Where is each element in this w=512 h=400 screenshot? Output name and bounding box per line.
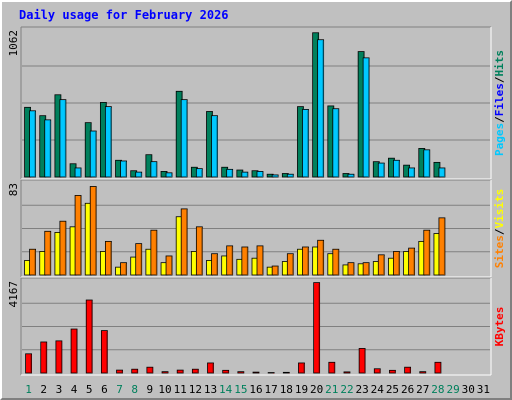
day-label-11: 11	[174, 383, 187, 396]
bar-kbytes-10	[161, 371, 169, 374]
bar-kbytes-22	[343, 371, 351, 374]
day-label-18: 18	[280, 383, 293, 396]
legend-pages: Pages	[493, 123, 506, 156]
y-max-label: 83	[7, 183, 20, 196]
legend-text: KBytes	[493, 307, 506, 347]
day-label-21: 21	[325, 383, 338, 396]
day-label-2: 2	[40, 383, 47, 396]
day-label-22: 22	[340, 383, 353, 396]
day-label-31: 31	[477, 383, 490, 396]
y-max-label: 1062	[7, 30, 20, 57]
day-label-16: 16	[249, 383, 262, 396]
legend-sites: Sites	[493, 235, 506, 268]
legend-visits: Visits	[493, 189, 506, 229]
bar-kbytes-27	[419, 371, 427, 374]
day-label-3: 3	[56, 383, 63, 396]
bar-kbytes-16	[252, 371, 260, 374]
day-label-15: 15	[234, 383, 247, 396]
day-label-29: 29	[446, 383, 459, 396]
legend-text: Pages/Files/Hits	[493, 50, 506, 156]
day-label-9: 9	[147, 383, 154, 396]
day-label-28: 28	[431, 383, 444, 396]
legend-: /	[493, 228, 506, 235]
chart-title: Daily usage for February 2026	[19, 8, 229, 22]
legend-text: Sites/Visits	[493, 189, 506, 269]
legend-: /	[493, 116, 506, 123]
day-label-10: 10	[158, 383, 171, 396]
legend-kbytes: KBytes	[493, 307, 506, 347]
day-label-23: 23	[356, 383, 369, 396]
day-label-7: 7	[116, 383, 123, 396]
day-label-4: 4	[71, 383, 78, 396]
day-label-8: 8	[131, 383, 138, 396]
legend-: /	[493, 76, 506, 83]
day-label-19: 19	[295, 383, 308, 396]
day-label-30: 30	[462, 383, 475, 396]
day-label-13: 13	[204, 383, 217, 396]
day-label-6: 6	[101, 383, 108, 396]
bar-kbytes-15	[237, 371, 245, 374]
day-label-24: 24	[371, 383, 385, 396]
day-label-12: 12	[189, 383, 202, 396]
y-max-label: 4167	[7, 281, 20, 308]
visits-sites-panel: 83 Sites/Visits	[7, 179, 506, 278]
day-label-1: 1	[25, 383, 32, 396]
day-label-5: 5	[86, 383, 93, 396]
legend-hits: Hits	[493, 50, 506, 77]
day-label-17: 17	[265, 383, 278, 396]
legend-files: Files	[493, 83, 506, 116]
day-label-20: 20	[310, 383, 323, 396]
day-label-26: 26	[401, 383, 414, 396]
bar-kbytes-18	[282, 371, 290, 374]
day-label-27: 27	[416, 383, 429, 396]
day-label-14: 14	[219, 383, 233, 396]
day-label-25: 25	[386, 383, 399, 396]
day-axis: 1 2 3 4 5 6 7 8 9 10 11 12 13 14 15 16 17 18 19 20 21 22 23 24 2…	[25, 383, 490, 396]
kbytes-panel: 4167 KBytes	[7, 277, 506, 376]
